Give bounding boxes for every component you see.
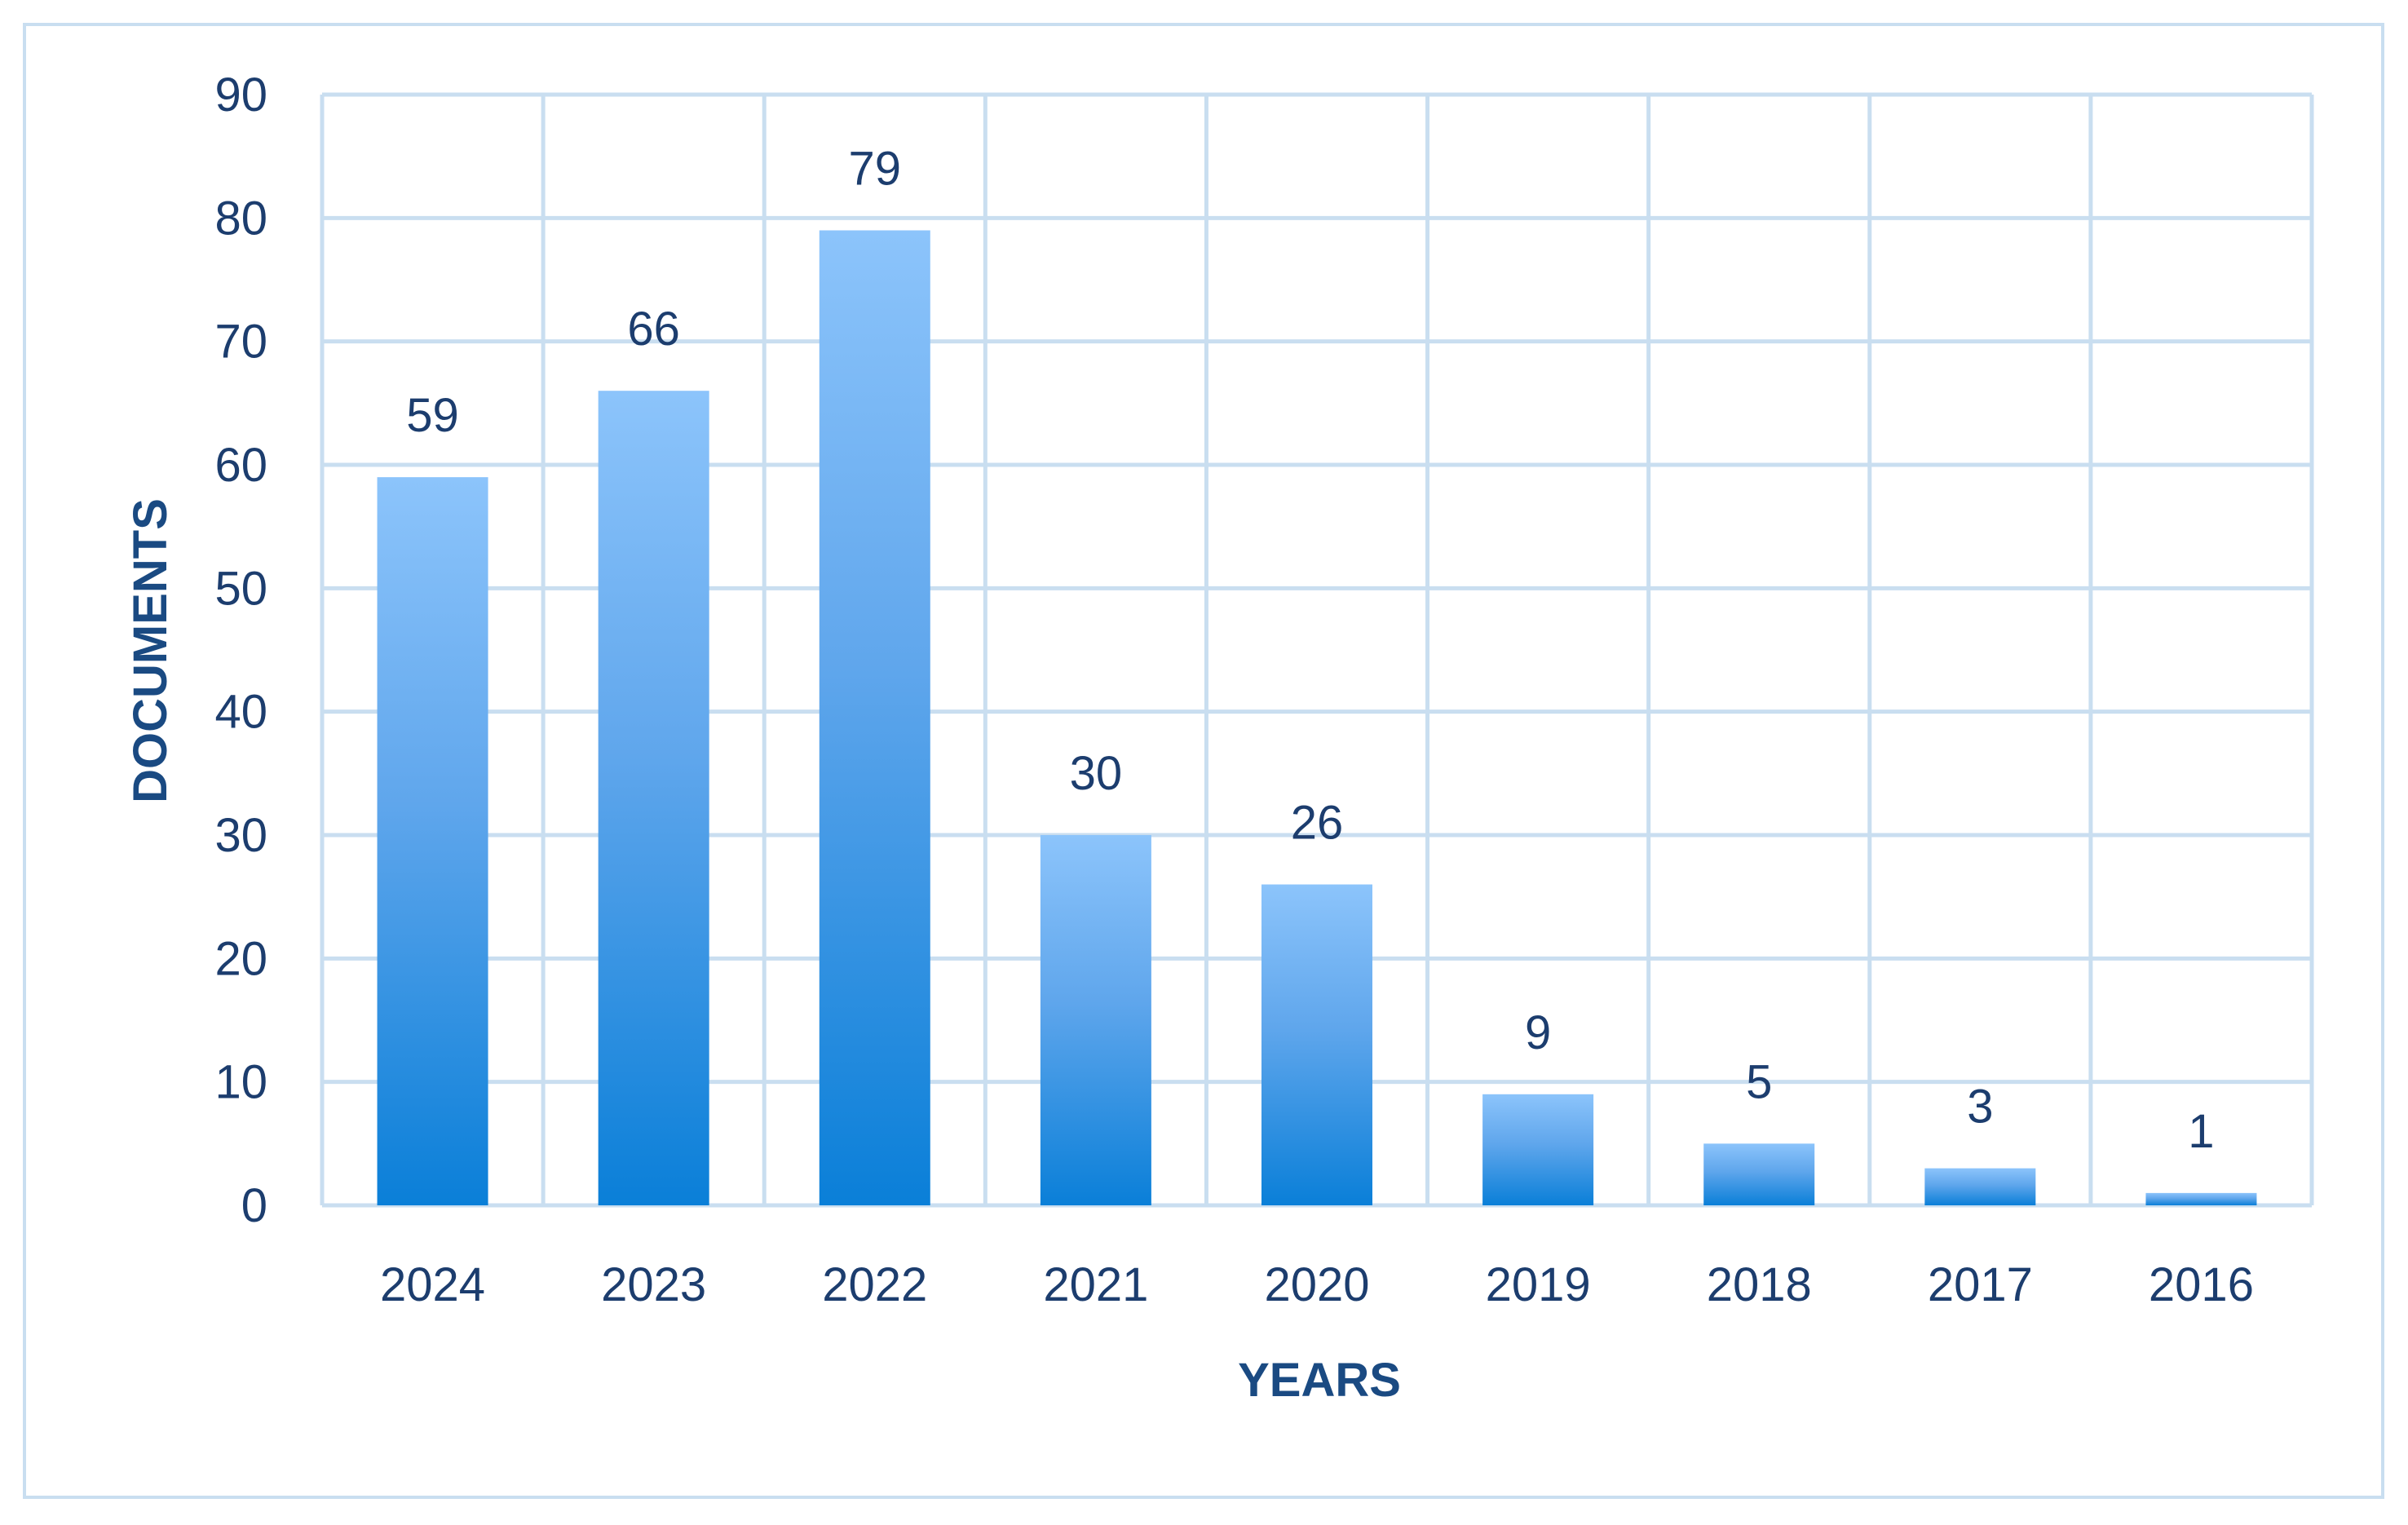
x-axis-title: YEARS [1238, 1354, 1401, 1407]
y-axis-ticks: 0 10 20 30 40 50 60 70 80 90 [214, 69, 267, 1232]
x-tick-label-2018: 2018 [1707, 1258, 1812, 1311]
x-tick-label-2016: 2016 [2149, 1258, 2254, 1311]
y-tick-label-30: 30 [214, 809, 267, 862]
x-tick-label-2021: 2021 [1043, 1258, 1148, 1311]
data-label-2024: 59 [406, 389, 459, 442]
data-label-2021: 30 [1070, 747, 1123, 800]
y-tick-label-80: 80 [214, 192, 267, 245]
data-label-2018: 5 [1746, 1055, 1772, 1108]
y-tick-label-70: 70 [214, 316, 267, 369]
bar-2019 [1482, 1094, 1594, 1205]
bar-2022 [819, 230, 930, 1205]
data-label-2022: 79 [849, 142, 902, 195]
y-tick-label-10: 10 [214, 1056, 267, 1109]
bars [377, 230, 2257, 1205]
y-axis-title: DOCUMENTS [124, 498, 177, 803]
y-tick-label-40: 40 [214, 686, 267, 739]
y-tick-label-90: 90 [214, 69, 267, 122]
x-tick-label-2023: 2023 [601, 1258, 706, 1311]
x-axis-ticks: 2024 2023 2022 2021 2020 2019 2018 2017 2016 [380, 1258, 2254, 1311]
x-tick-label-2024: 2024 [380, 1258, 485, 1311]
data-label-2023: 66 [627, 303, 680, 356]
data-label-2019: 9 [1525, 1006, 1551, 1059]
y-tick-label-0: 0 [241, 1179, 267, 1232]
y-tick-label-20: 20 [214, 932, 267, 985]
bar-2016 [2145, 1192, 2257, 1205]
bar-2017 [1924, 1168, 2036, 1205]
data-label-2017: 3 [1967, 1081, 1993, 1134]
y-tick-label-60: 60 [214, 439, 267, 492]
x-tick-label-2017: 2017 [1928, 1258, 2033, 1311]
x-tick-label-2020: 2020 [1264, 1258, 1369, 1311]
y-tick-label-50: 50 [214, 562, 267, 615]
x-tick-label-2022: 2022 [822, 1258, 927, 1311]
bar-2018 [1703, 1143, 1815, 1205]
bar-2024 [377, 477, 488, 1205]
bar-2020 [1261, 884, 1372, 1205]
bar-2021 [1040, 835, 1151, 1205]
data-label-2016: 1 [2188, 1105, 2214, 1158]
x-tick-label-2019: 2019 [1486, 1258, 1591, 1311]
data-labels: 59 66 79 30 26 9 5 3 1 [406, 142, 2214, 1157]
bar-2023 [598, 391, 709, 1205]
data-label-2020: 26 [1291, 797, 1344, 850]
